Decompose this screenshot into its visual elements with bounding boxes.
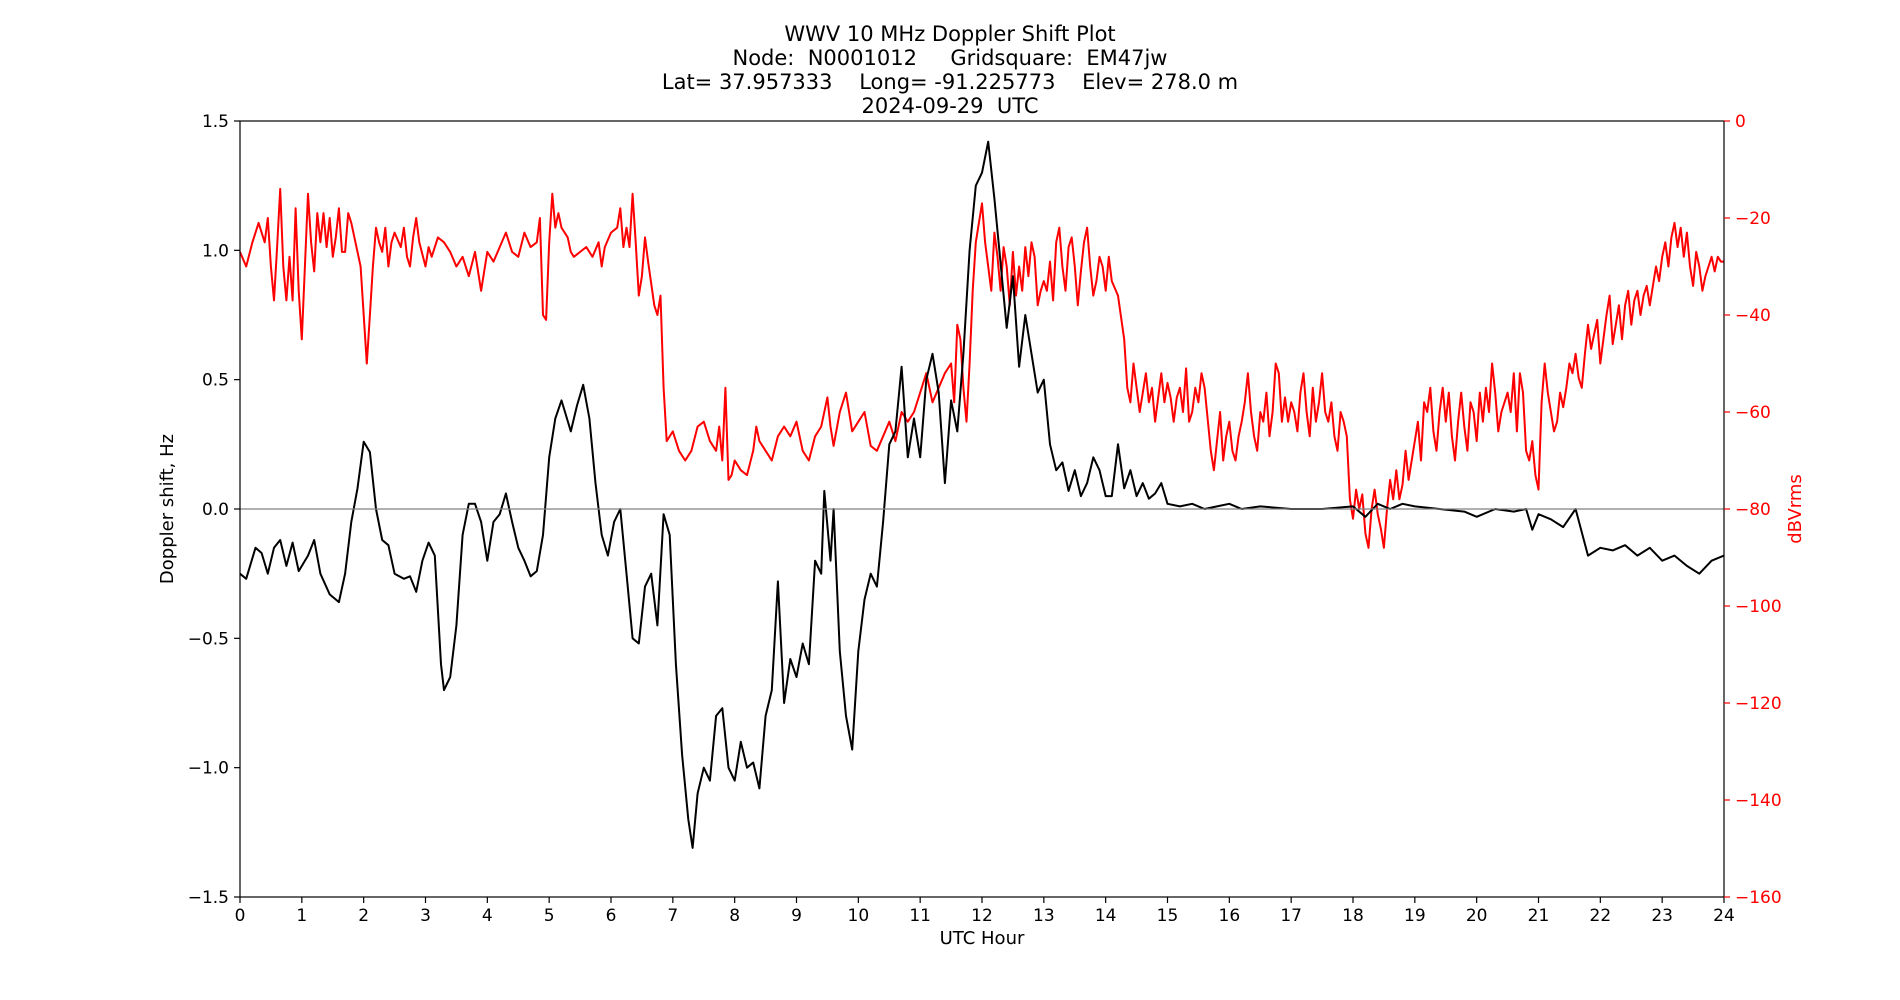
x-tick-label: 11 bbox=[909, 906, 931, 926]
x-tick-label: 23 bbox=[1651, 906, 1673, 926]
x-tick-label: 19 bbox=[1404, 906, 1426, 926]
x-tick-label: 7 bbox=[667, 906, 678, 926]
power-series-line bbox=[239, 187, 1724, 549]
chart-titles: WWV 10 MHz Doppler Shift Plot Node: N000… bbox=[0, 22, 1900, 118]
y2-tick-label: 0 bbox=[1735, 112, 1746, 132]
x-tick-label: 4 bbox=[482, 906, 493, 926]
x-tick-label: 9 bbox=[791, 906, 802, 926]
y-tick-label: 1.5 bbox=[202, 112, 229, 132]
x-tick-label: 17 bbox=[1280, 906, 1302, 926]
x-tick-label: 0 bbox=[235, 906, 246, 926]
y-axis-left: 1.5 1.0 0.5 0.0 −0.5 −1.0 −1.5 bbox=[188, 112, 240, 908]
y-axis-right: 0 −20 −40 −60 −80 −100 −120 −140 −160 bbox=[1724, 112, 1782, 908]
chart-subtitle-location: Lat= 37.957333 Long= -91.225773 Elev= 27… bbox=[661, 70, 1239, 94]
x-tick-label: 3 bbox=[420, 906, 431, 926]
x-axis: 0 1 2 3 4 5 6 7 8 9 10 11 12 13 14 15 16 17 18 19 20 21 22 23 24 bbox=[235, 897, 1735, 926]
y2-axis-label: dBVrms bbox=[1785, 474, 1806, 544]
y2-tick-label: −20 bbox=[1735, 209, 1771, 229]
y-axis-label: Doppler shift, Hz bbox=[157, 434, 178, 584]
x-tick-label: 5 bbox=[544, 906, 555, 926]
y-tick-label: 0.0 bbox=[202, 500, 229, 520]
y-tick-label: −1.0 bbox=[188, 759, 229, 779]
x-axis-label: UTC Hour bbox=[940, 928, 1025, 949]
y-tick-label: −0.5 bbox=[188, 629, 229, 649]
x-tick-label: 13 bbox=[1033, 906, 1055, 926]
y2-tick-label: −100 bbox=[1735, 597, 1782, 617]
x-tick-label: 18 bbox=[1342, 906, 1364, 926]
x-tick-label: 15 bbox=[1157, 906, 1179, 926]
y2-tick-label: −60 bbox=[1735, 403, 1771, 423]
x-tick-label: 1 bbox=[296, 906, 307, 926]
x-tick-label: 6 bbox=[606, 906, 617, 926]
x-tick-label: 14 bbox=[1095, 906, 1117, 926]
x-tick-label: 24 bbox=[1713, 906, 1735, 926]
y2-tick-label: −140 bbox=[1735, 791, 1782, 811]
y-tick-label: 0.5 bbox=[202, 371, 229, 391]
x-tick-label: 8 bbox=[729, 906, 740, 926]
x-tick-label: 2 bbox=[358, 906, 369, 926]
x-tick-label: 16 bbox=[1219, 906, 1241, 926]
chart-title: WWV 10 MHz Doppler Shift Plot bbox=[784, 22, 1116, 46]
x-tick-label: 22 bbox=[1590, 906, 1612, 926]
y-tick-label: −1.5 bbox=[188, 888, 229, 908]
y2-tick-label: −120 bbox=[1735, 694, 1782, 714]
x-tick-label: 12 bbox=[971, 906, 993, 926]
chart-subtitle-date: 2024-09-29 UTC bbox=[861, 94, 1039, 118]
x-tick-label: 20 bbox=[1466, 906, 1488, 926]
y2-tick-label: −80 bbox=[1735, 500, 1771, 520]
doppler-series-line bbox=[239, 140, 1725, 849]
y-tick-label: 1.0 bbox=[202, 241, 229, 261]
chart-subtitle-node: Node: N0001012 Gridsquare: EM47jw bbox=[732, 46, 1168, 70]
series-layer bbox=[239, 140, 1725, 849]
x-tick-label: 10 bbox=[848, 906, 870, 926]
x-tick-label: 21 bbox=[1528, 906, 1550, 926]
y2-tick-label: −40 bbox=[1735, 306, 1771, 326]
y2-tick-label: −160 bbox=[1735, 888, 1782, 908]
